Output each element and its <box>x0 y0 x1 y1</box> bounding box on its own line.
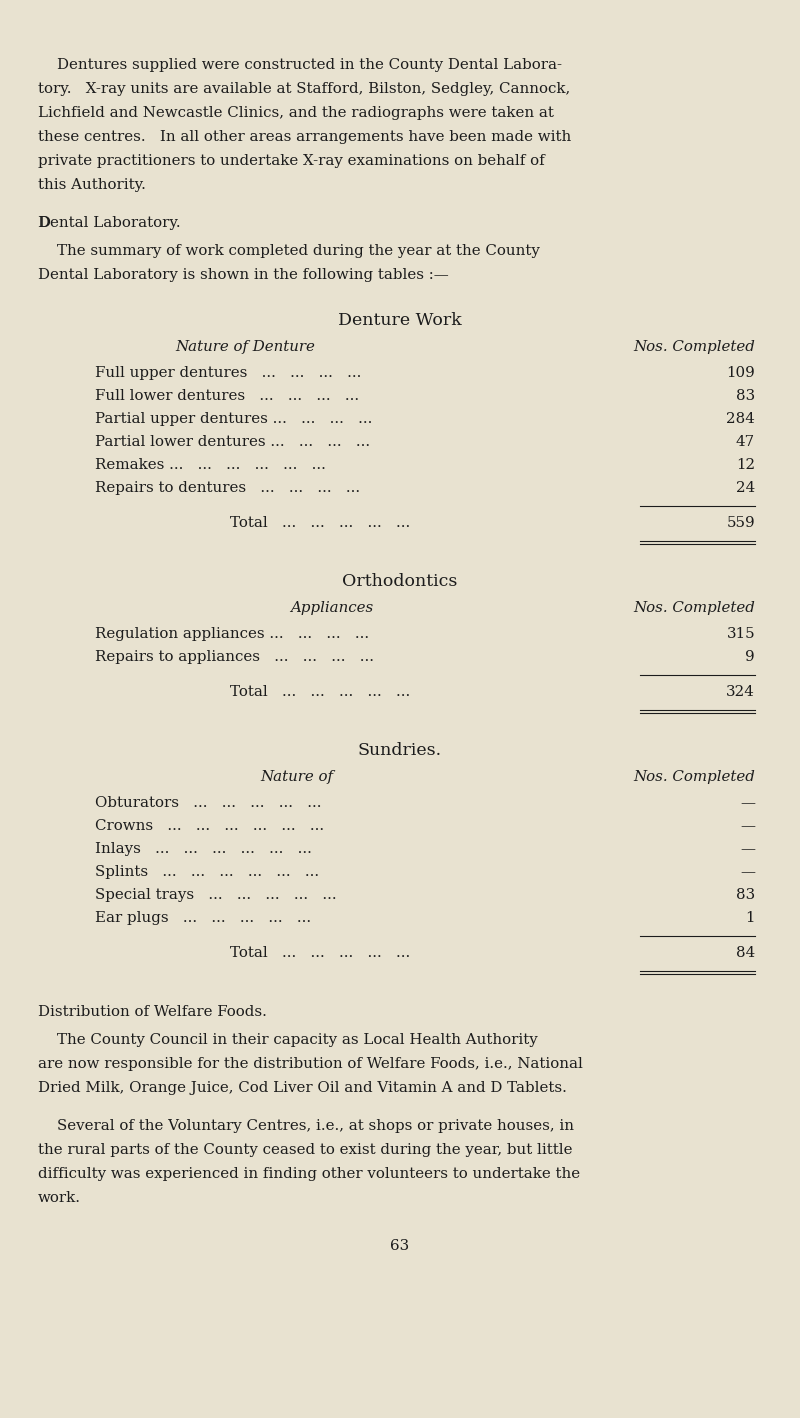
Text: Total   ...   ...   ...   ...   ...: Total ... ... ... ... ... <box>230 685 410 699</box>
Text: Ear plugs   ...   ...   ...   ...   ...: Ear plugs ... ... ... ... ... <box>95 910 311 925</box>
Text: Full lower dentures   ...   ...   ...   ...: Full lower dentures ... ... ... ... <box>95 389 359 403</box>
Text: Dental Laboratory.: Dental Laboratory. <box>38 216 181 230</box>
Text: are now responsible for the distribution of Welfare Foods, i.e., National: are now responsible for the distribution… <box>38 1056 583 1071</box>
Text: 47: 47 <box>736 435 755 450</box>
Text: Repairs to dentures   ...   ...   ...   ...: Repairs to dentures ... ... ... ... <box>95 481 360 495</box>
Text: 315: 315 <box>726 627 755 641</box>
Text: —: — <box>740 865 755 879</box>
Text: The summary of work completed during the year at the County: The summary of work completed during the… <box>38 244 540 258</box>
Text: this Authority.: this Authority. <box>38 179 146 191</box>
Text: Total   ...   ...   ...   ...   ...: Total ... ... ... ... ... <box>230 946 410 960</box>
Text: 63: 63 <box>390 1239 410 1254</box>
Text: tory.   X-ray units are available at Stafford, Bilston, Sedgley, Cannock,: tory. X-ray units are available at Staff… <box>38 82 570 96</box>
Text: Denture Work: Denture Work <box>338 312 462 329</box>
Text: Nos. Completed: Nos. Completed <box>633 770 755 784</box>
Text: 109: 109 <box>726 366 755 380</box>
Text: 84: 84 <box>736 946 755 960</box>
Text: 9: 9 <box>746 649 755 664</box>
Text: —: — <box>740 842 755 856</box>
Text: Splints   ...   ...   ...   ...   ...   ...: Splints ... ... ... ... ... ... <box>95 865 319 879</box>
Text: Nos. Completed: Nos. Completed <box>633 601 755 615</box>
Text: 559: 559 <box>726 516 755 530</box>
Text: Dried Milk, Orange Juice, Cod Liver Oil and Vitamin A and D Tablets.: Dried Milk, Orange Juice, Cod Liver Oil … <box>38 1081 567 1095</box>
Text: Appliances: Appliances <box>290 601 374 615</box>
Text: the rural parts of the County ceased to exist during the year, but little: the rural parts of the County ceased to … <box>38 1143 573 1157</box>
Text: 24: 24 <box>736 481 755 495</box>
Text: Sundries.: Sundries. <box>358 742 442 759</box>
Text: Crowns   ...   ...   ...   ...   ...   ...: Crowns ... ... ... ... ... ... <box>95 820 324 832</box>
Text: private practitioners to undertake X-ray examinations on behalf of: private practitioners to undertake X-ray… <box>38 155 545 167</box>
Text: —: — <box>740 795 755 810</box>
Text: 324: 324 <box>726 685 755 699</box>
Text: work.: work. <box>38 1191 81 1205</box>
Text: difficulty was experienced in finding other volunteers to undertake the: difficulty was experienced in finding ot… <box>38 1167 580 1181</box>
Text: Nature of Denture: Nature of Denture <box>175 340 315 354</box>
Text: Nos. Completed: Nos. Completed <box>633 340 755 354</box>
Text: D: D <box>38 216 50 230</box>
Text: Special trays   ...   ...   ...   ...   ...: Special trays ... ... ... ... ... <box>95 888 337 902</box>
Text: The County Council in their capacity as Local Health Authority: The County Council in their capacity as … <box>38 1032 538 1046</box>
Text: Dentures supplied were constructed in the County Dental Labora-: Dentures supplied were constructed in th… <box>38 58 562 72</box>
Text: Obturators   ...   ...   ...   ...   ...: Obturators ... ... ... ... ... <box>95 795 322 810</box>
Text: Inlays   ...   ...   ...   ...   ...   ...: Inlays ... ... ... ... ... ... <box>95 842 312 856</box>
Text: 284: 284 <box>726 413 755 425</box>
Text: Orthodontics: Orthodontics <box>342 573 458 590</box>
Text: —: — <box>740 820 755 832</box>
Text: 1: 1 <box>746 910 755 925</box>
Text: Remakes ...   ...   ...   ...   ...   ...: Remakes ... ... ... ... ... ... <box>95 458 326 472</box>
Text: Distribution of Welfare Foods.: Distribution of Welfare Foods. <box>38 1005 267 1020</box>
Text: 12: 12 <box>736 458 755 472</box>
Text: Several of the Voluntary Centres, i.e., at shops or private houses, in: Several of the Voluntary Centres, i.e., … <box>38 1119 574 1133</box>
Text: Partial upper dentures ...   ...   ...   ...: Partial upper dentures ... ... ... ... <box>95 413 372 425</box>
Text: Regulation appliances ...   ...   ...   ...: Regulation appliances ... ... ... ... <box>95 627 369 641</box>
Text: Partial lower dentures ...   ...   ...   ...: Partial lower dentures ... ... ... ... <box>95 435 370 450</box>
Text: Dental Laboratory is shown in the following tables :—: Dental Laboratory is shown in the follow… <box>38 268 449 282</box>
Text: Repairs to appliances   ...   ...   ...   ...: Repairs to appliances ... ... ... ... <box>95 649 374 664</box>
Text: Nature of: Nature of <box>260 770 333 784</box>
Text: 83: 83 <box>736 389 755 403</box>
Text: Lichfield and Newcastle Clinics, and the radiographs were taken at: Lichfield and Newcastle Clinics, and the… <box>38 106 554 121</box>
Text: Total   ...   ...   ...   ...   ...: Total ... ... ... ... ... <box>230 516 410 530</box>
Text: 83: 83 <box>736 888 755 902</box>
Text: Full upper dentures   ...   ...   ...   ...: Full upper dentures ... ... ... ... <box>95 366 362 380</box>
Text: these centres.   In all other areas arrangements have been made with: these centres. In all other areas arrang… <box>38 130 571 145</box>
